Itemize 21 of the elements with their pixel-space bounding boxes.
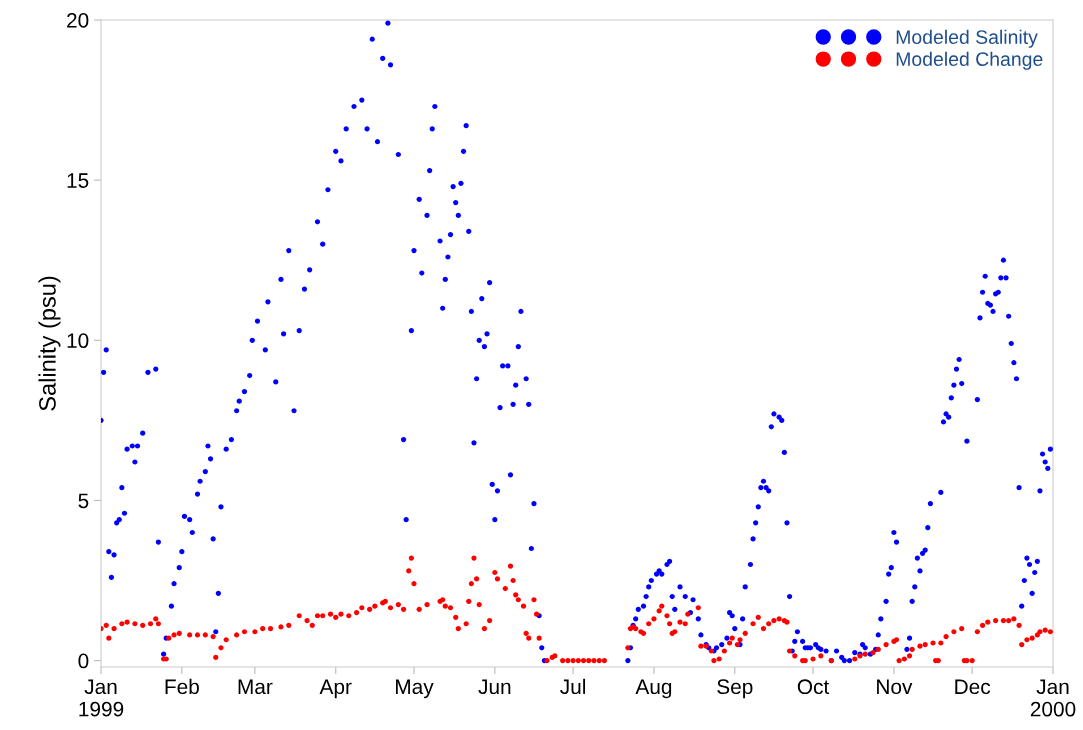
x-tick-label: Jan 1999 [79,679,124,717]
x-tick-label: Apr [319,679,352,699]
x-tick-label: Sep [717,679,753,699]
x-tick-label: Feb [165,678,199,695]
x-tick-label: Oct [797,679,830,695]
y-tick-label: 0 [78,653,89,669]
x-tick-label: May [396,679,434,699]
x-tick-label: Mar [238,679,273,695]
x-tick-label: Dec [955,679,991,695]
legend-label: Modeled Change [896,51,1043,70]
x-tick-label: Aug [635,679,672,699]
y-tick-label: 20 [67,13,89,28]
y-tick-label: 5 [78,493,89,509]
y-tick-label: 15 [67,173,89,188]
x-tick-label: Jan 2000 [1030,679,1076,717]
legend-label: Modeled Salinity [896,29,1038,48]
x-tick-label: Nov [877,679,913,695]
y-tick-label: 10 [67,333,89,349]
x-tick-label: Jun [478,679,511,695]
y-axis-title: Salinity (psu) [38,276,61,411]
x-tick-label: Jul [560,678,586,695]
